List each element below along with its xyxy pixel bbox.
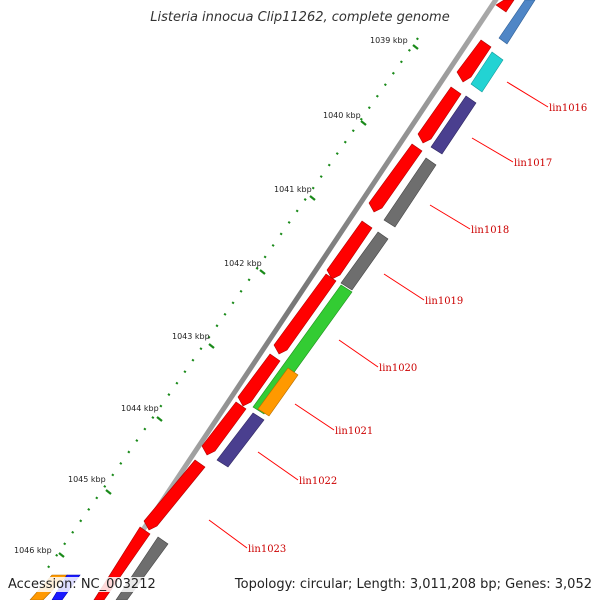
tick-label-1041: 1041 kbp xyxy=(274,185,312,194)
tick-1044 xyxy=(156,416,163,422)
gene-lin1020 xyxy=(252,284,353,415)
tick-1046 xyxy=(58,552,65,558)
gene-lin1022 xyxy=(216,412,265,468)
tick-1039 xyxy=(412,44,419,50)
gene-label-lin1017[interactable]: lin1017 xyxy=(514,158,552,169)
gene-lin1016-a xyxy=(498,0,536,45)
leader-lin1017 xyxy=(471,137,514,163)
tick-1040 xyxy=(360,120,367,126)
gene-arrow-5 xyxy=(326,220,373,280)
forward-strand xyxy=(93,0,515,600)
tick-label-1043: 1043 kbp xyxy=(172,332,210,341)
gene-label-lin1019[interactable]: lin1019 xyxy=(425,296,463,307)
tick-1042 xyxy=(259,269,266,275)
leader-lin1020 xyxy=(338,339,379,368)
tick-label-1046: 1046 kbp xyxy=(14,546,52,555)
gene-lin1019 xyxy=(340,231,389,291)
gene-lin1018 xyxy=(383,157,437,228)
label-leaders xyxy=(208,81,549,549)
gene-label-lin1016[interactable]: lin1016 xyxy=(549,103,587,114)
leader-lin1022 xyxy=(257,451,299,481)
map-title: Listeria innocua Clip11262, complete gen… xyxy=(150,10,450,25)
gene-label-lin1021[interactable]: lin1021 xyxy=(335,426,373,437)
tick-label-1045: 1045 kbp xyxy=(68,475,106,484)
gene-arrow-4 xyxy=(368,143,423,213)
tick-label-1039: 1039 kbp xyxy=(370,36,408,45)
gene-lin1021 xyxy=(257,367,299,417)
gene-arrow-9 xyxy=(143,459,206,531)
gene-label-lin1018[interactable]: lin1018 xyxy=(471,225,509,236)
tick-label-1044: 1044 kbp xyxy=(121,404,159,413)
tick-1045 xyxy=(105,489,112,495)
gene-arrow-6 xyxy=(273,273,337,355)
tick-1041 xyxy=(309,195,316,201)
gene-label-lin1020[interactable]: lin1020 xyxy=(379,363,417,374)
leader-lin1021 xyxy=(294,403,335,431)
gene-arrow-2 xyxy=(456,39,492,83)
leader-lin1016 xyxy=(506,81,549,108)
minor-tick-track xyxy=(44,37,419,573)
gene-label-lin1023[interactable]: lin1023 xyxy=(248,544,286,555)
leader-lin1018 xyxy=(429,204,471,230)
leader-lin1023 xyxy=(208,519,248,549)
gene-label-lin1022[interactable]: lin1022 xyxy=(299,476,337,487)
gene-arrow-7 xyxy=(237,353,281,407)
summary-text: Topology: circular; Length: 3,011,208 bp… xyxy=(234,577,592,592)
tick-label-1040: 1040 kbp xyxy=(323,111,361,120)
gene-arrow-3 xyxy=(417,86,462,144)
leader-lin1019 xyxy=(383,273,425,301)
gene-arrow-1 xyxy=(495,0,515,13)
accession-text: Accession: NC_003212 xyxy=(8,577,156,592)
tick-label-1042: 1042 kbp xyxy=(224,259,262,268)
major-ticks xyxy=(58,44,419,558)
tick-1043 xyxy=(208,343,215,349)
gene-lin1016 xyxy=(470,51,504,93)
gene-lin1017 xyxy=(430,95,477,155)
gene-arrow-8 xyxy=(201,401,247,456)
